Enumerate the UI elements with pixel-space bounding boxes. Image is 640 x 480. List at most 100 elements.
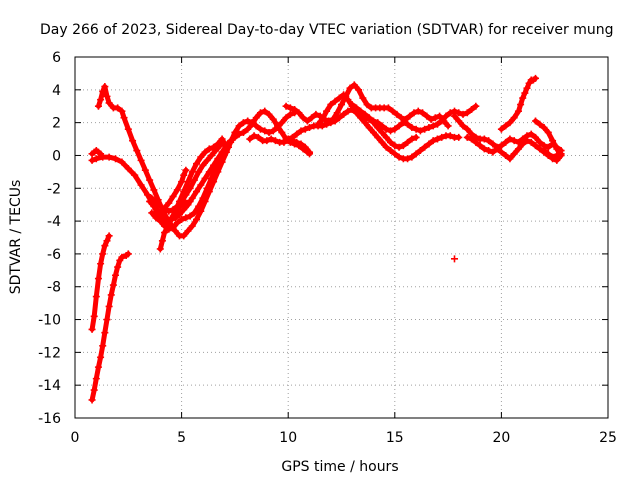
data-point bbox=[190, 209, 198, 217]
data-point bbox=[404, 155, 412, 163]
data-point bbox=[165, 199, 173, 207]
data-point bbox=[197, 153, 205, 161]
data-point bbox=[438, 133, 446, 141]
data-point bbox=[536, 138, 544, 146]
x-tick-label: 0 bbox=[71, 430, 80, 446]
data-point bbox=[497, 148, 505, 156]
data-point bbox=[271, 137, 279, 145]
data-point bbox=[303, 117, 311, 125]
x-tick-label: 15 bbox=[386, 430, 404, 446]
data-point bbox=[99, 87, 107, 95]
data-point bbox=[378, 128, 386, 136]
data-point bbox=[207, 174, 215, 182]
data-point bbox=[282, 114, 290, 122]
data-point bbox=[544, 150, 552, 158]
data-point bbox=[450, 112, 458, 120]
data-point bbox=[141, 166, 149, 174]
data-point bbox=[148, 194, 156, 202]
data-point bbox=[502, 122, 510, 130]
data-point bbox=[195, 202, 203, 210]
data-point bbox=[425, 140, 433, 148]
data-point bbox=[231, 133, 239, 141]
data-point bbox=[331, 97, 339, 105]
data-point bbox=[103, 237, 111, 245]
data-point bbox=[269, 127, 277, 135]
data-point bbox=[195, 168, 203, 176]
data-point bbox=[107, 291, 115, 299]
data-point bbox=[425, 124, 433, 132]
data-point bbox=[190, 176, 198, 184]
data-point bbox=[97, 96, 105, 104]
data-point bbox=[335, 94, 343, 102]
data-points bbox=[88, 74, 565, 404]
x-axis-label: GPS time / hours bbox=[281, 459, 398, 475]
data-point bbox=[182, 166, 190, 174]
data-point bbox=[88, 325, 96, 333]
data-point bbox=[378, 138, 386, 146]
data-point bbox=[308, 114, 316, 122]
data-point bbox=[510, 114, 518, 122]
data-point bbox=[88, 156, 96, 164]
data-point bbox=[103, 316, 111, 324]
data-point bbox=[184, 227, 192, 235]
data-point bbox=[146, 176, 154, 184]
data-point bbox=[118, 253, 126, 261]
data-point bbox=[256, 125, 264, 133]
data-point bbox=[374, 124, 382, 132]
data-point bbox=[532, 133, 540, 141]
data-point bbox=[374, 133, 382, 141]
x-tick-label: 10 bbox=[279, 430, 297, 446]
data-point bbox=[212, 165, 220, 173]
data-point bbox=[510, 150, 518, 158]
data-point bbox=[318, 115, 326, 123]
data-point bbox=[459, 122, 467, 130]
data-point bbox=[514, 145, 522, 153]
data-point bbox=[137, 181, 145, 189]
data-point bbox=[391, 125, 399, 133]
data-point bbox=[391, 150, 399, 158]
data-point bbox=[124, 125, 132, 133]
data-point bbox=[318, 122, 326, 130]
series-trace bbox=[246, 132, 314, 156]
data-point bbox=[109, 281, 117, 289]
data-point bbox=[395, 153, 403, 161]
data-point bbox=[433, 120, 441, 128]
data-point bbox=[199, 161, 207, 169]
data-point bbox=[201, 148, 209, 156]
data-point bbox=[510, 137, 518, 145]
data-point bbox=[256, 109, 264, 117]
data-point bbox=[463, 133, 471, 141]
series-trace bbox=[450, 255, 458, 263]
data-point bbox=[297, 127, 305, 135]
data-point bbox=[244, 125, 252, 133]
y-axis-label: SDTVAR / TECUs bbox=[8, 180, 24, 295]
data-point bbox=[327, 119, 335, 127]
data-point bbox=[180, 171, 188, 179]
data-point bbox=[161, 204, 169, 212]
data-point bbox=[269, 115, 277, 123]
data-point bbox=[438, 117, 446, 125]
series-trace bbox=[148, 143, 233, 233]
data-point bbox=[517, 101, 525, 109]
data-point bbox=[412, 150, 420, 158]
data-point bbox=[323, 107, 331, 115]
data-point bbox=[557, 151, 565, 159]
data-point bbox=[299, 114, 307, 122]
data-point bbox=[112, 271, 120, 279]
data-point bbox=[250, 132, 258, 140]
data-point bbox=[335, 114, 343, 122]
series-trace bbox=[497, 74, 540, 133]
data-point bbox=[404, 138, 412, 146]
data-point bbox=[378, 122, 386, 130]
data-point bbox=[97, 260, 105, 268]
data-point bbox=[173, 186, 181, 194]
data-point bbox=[427, 115, 435, 123]
data-point bbox=[532, 142, 540, 150]
data-point bbox=[382, 143, 390, 151]
data-point bbox=[493, 145, 501, 153]
data-point bbox=[278, 119, 286, 127]
data-point bbox=[536, 120, 544, 128]
data-point bbox=[220, 148, 228, 156]
data-point bbox=[178, 178, 186, 186]
data-point bbox=[173, 206, 181, 214]
